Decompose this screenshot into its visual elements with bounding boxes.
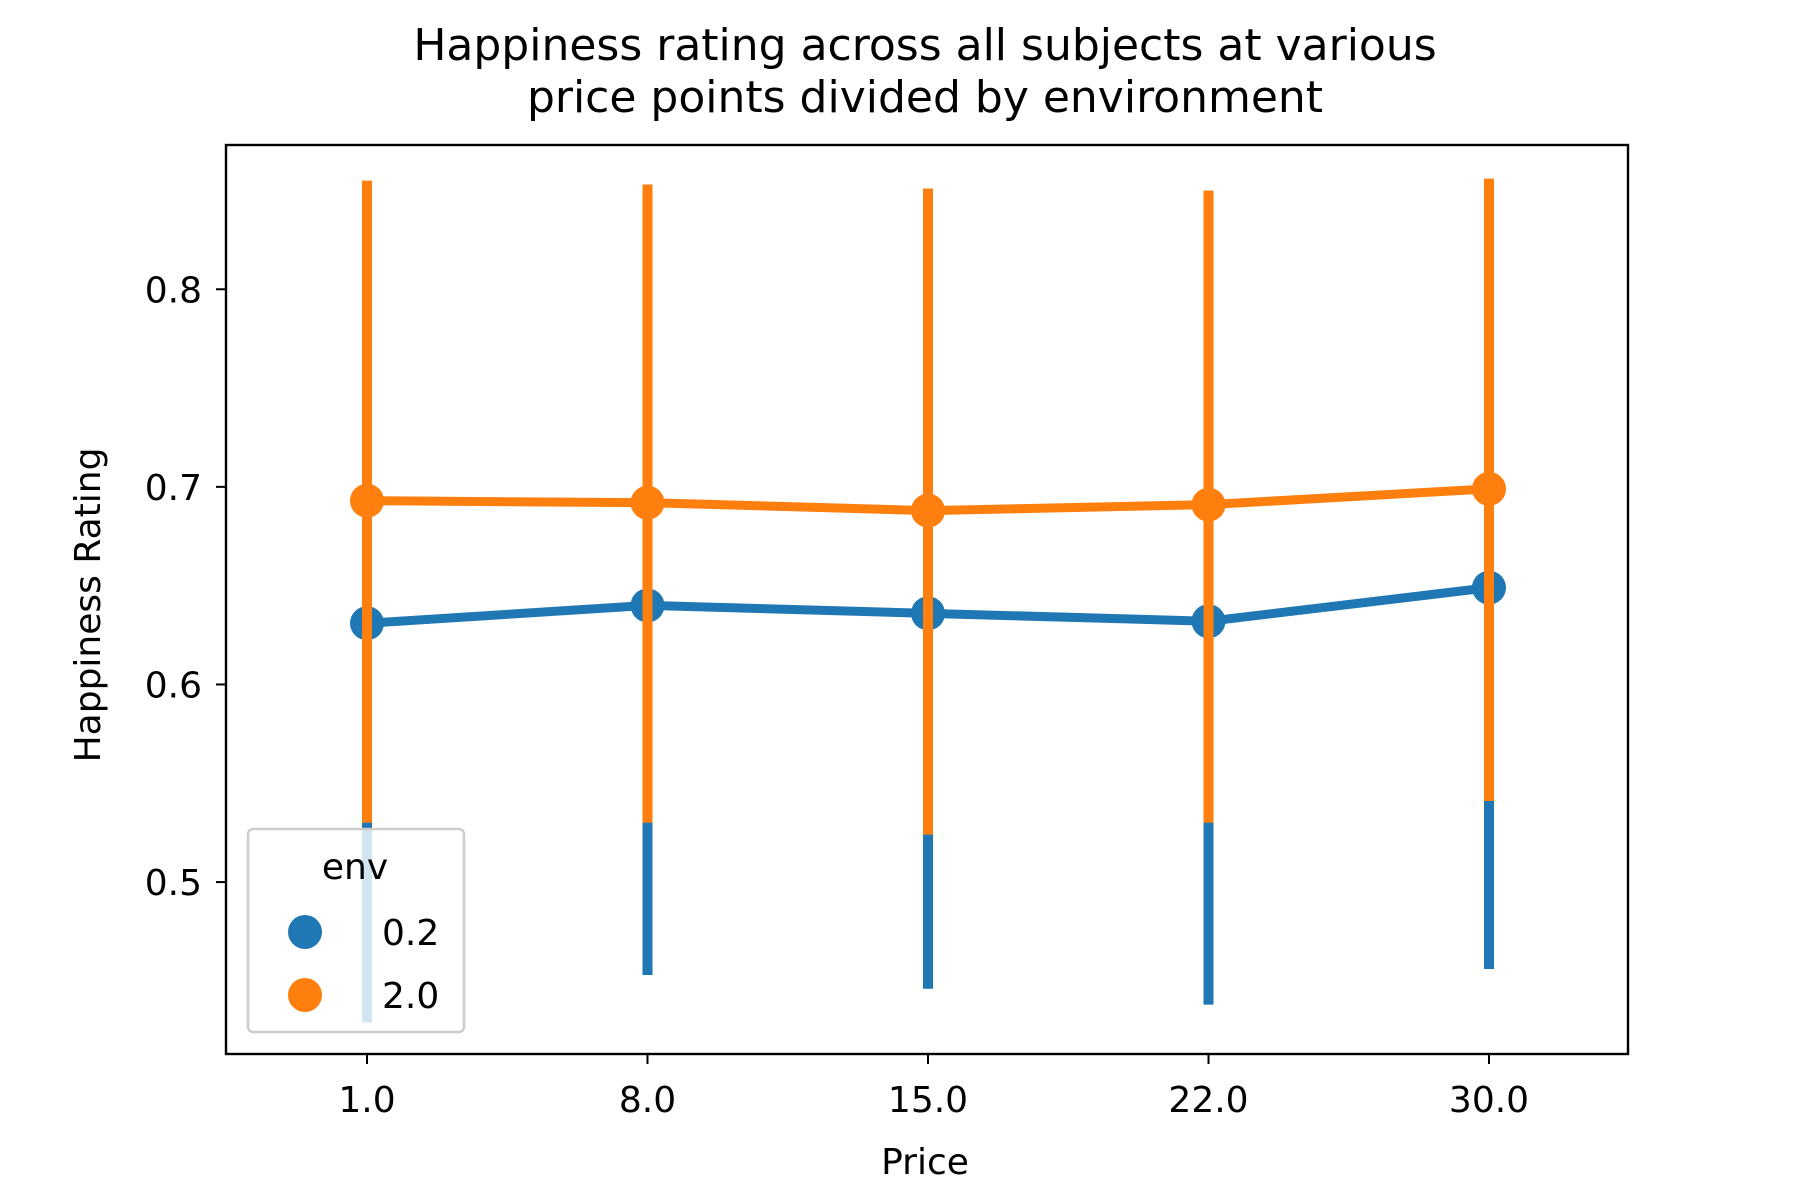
point-series-1-0 bbox=[350, 483, 384, 518]
y-tick-label-0: 0.5 bbox=[145, 863, 202, 904]
x-tick-label-3: 22.0 bbox=[1168, 1080, 1248, 1121]
point-series-1-1 bbox=[630, 485, 665, 520]
legend-marker-0 bbox=[288, 915, 322, 949]
chart-title-line-2: price points divided by environment bbox=[527, 72, 1323, 123]
x-axis-label: Price bbox=[881, 1142, 969, 1183]
y-tick-label-1: 0.6 bbox=[145, 665, 202, 706]
x-tick-label-2: 15.0 bbox=[888, 1080, 968, 1121]
y-axis-label: Happiness Rating bbox=[68, 448, 109, 763]
legend-title: env bbox=[322, 847, 388, 888]
legend-marker-1 bbox=[288, 978, 322, 1012]
point-series-1-2 bbox=[911, 493, 945, 528]
plot-area bbox=[350, 178, 1506, 1023]
chart-title-line-1: Happiness rating across all subjects at … bbox=[413, 20, 1436, 71]
x-tick-label-4: 30.0 bbox=[1449, 1080, 1529, 1121]
y-tick-label-3: 0.8 bbox=[145, 270, 202, 311]
point-series-1-4 bbox=[1472, 471, 1506, 506]
series-1 bbox=[350, 178, 1506, 835]
x-tick-label-0: 1.0 bbox=[338, 1080, 395, 1121]
legend: env 0.2 2.0 bbox=[246, 827, 466, 1034]
legend-label-0: 0.2 bbox=[382, 913, 439, 954]
point-series-1-3 bbox=[1191, 487, 1226, 522]
x-tick-label-1: 8.0 bbox=[619, 1080, 676, 1121]
legend-label-1: 2.0 bbox=[382, 976, 439, 1017]
axes: 1.0 8.0 15.0 22.0 30.0 0.5 0.6 0.7 0.8 bbox=[145, 143, 1630, 1121]
y-tick-label-2: 0.7 bbox=[145, 468, 202, 509]
